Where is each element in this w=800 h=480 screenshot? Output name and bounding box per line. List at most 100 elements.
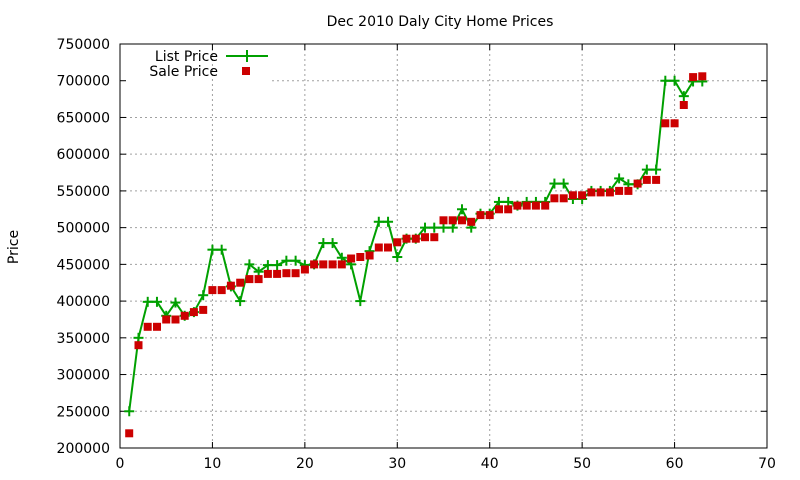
- sale-price-point: [365, 251, 374, 260]
- x-tick-label: 10: [204, 456, 222, 472]
- list-price-point: [641, 164, 652, 175]
- sale-price-point: [448, 216, 457, 225]
- legend-label-list-price: List Price: [155, 49, 218, 65]
- list-price-point: [493, 196, 504, 207]
- list-price-point: [207, 244, 218, 255]
- axis-ticks: 0 10 20 30 40 50 60 70 200000 250000 300000 350000 4…: [57, 37, 776, 472]
- sale-price-point: [522, 201, 531, 210]
- list-price-point: [216, 244, 227, 255]
- sale-price-point: [430, 233, 439, 242]
- sale-price-point: [199, 305, 208, 314]
- list-price-point: [447, 222, 458, 233]
- sale-price-point: [356, 253, 365, 261]
- y-tick-label: 700000: [57, 74, 110, 90]
- list-price-point: [549, 178, 560, 189]
- list-price-point: [383, 216, 394, 227]
- y-tick-label: 750000: [57, 37, 110, 53]
- sale-price-point: [679, 101, 688, 109]
- list-price-point: [244, 259, 255, 270]
- y-tick-label: 400000: [57, 294, 110, 310]
- list-price-point: [373, 216, 384, 227]
- sale-price-point: [143, 322, 152, 331]
- y-tick-label: 650000: [57, 110, 110, 126]
- list-price-point: [660, 75, 671, 86]
- sale-price-point: [670, 119, 679, 128]
- list-price-point: [392, 252, 403, 263]
- y-tick-label: 550000: [57, 184, 110, 200]
- series-layer: [124, 72, 708, 438]
- list-price-point: [429, 222, 440, 233]
- legend-label-sale-price: Sale Price: [149, 64, 218, 80]
- sale-price-point: [189, 308, 198, 317]
- list-price-point: [651, 164, 662, 175]
- sale-price-point: [642, 175, 651, 184]
- sale-price-point: [421, 233, 429, 242]
- list-price-point: [438, 222, 449, 233]
- x-tick-label: 40: [481, 456, 499, 472]
- y-axis-label: Price: [6, 230, 22, 264]
- sale-price-point: [328, 260, 337, 269]
- sale-price-point: [236, 278, 245, 287]
- list-price-point: [669, 75, 680, 86]
- x-tick-label: 70: [758, 456, 776, 472]
- sale-price-point: [374, 243, 383, 252]
- sale-price-point: [171, 315, 180, 324]
- list-price-point: [678, 91, 689, 102]
- legend: List Price Sale Price: [149, 49, 268, 80]
- x-tick-label: 60: [666, 456, 684, 472]
- list-price-point: [290, 255, 301, 266]
- sale-price-point: [384, 243, 392, 252]
- sale-price-point: [245, 275, 254, 284]
- sale-price-point: [217, 286, 226, 295]
- sale-price-point: [439, 216, 448, 225]
- sale-price-point: [291, 269, 300, 278]
- y-tick-label: 200000: [57, 441, 110, 457]
- sale-price-point: [652, 175, 661, 184]
- plot-frame: [119, 43, 768, 449]
- list-price-point: [235, 296, 246, 307]
- sale-price-point: [337, 260, 346, 269]
- list-price-point: [558, 178, 569, 189]
- sale-price-point: [559, 194, 568, 203]
- list-price-point: [327, 238, 338, 249]
- x-tick-label: 20: [296, 456, 314, 472]
- legend-marker-sale-price: [242, 67, 250, 75]
- sale-price-point: [162, 315, 171, 324]
- sale-price-point: [458, 216, 466, 225]
- sale-price-point: [411, 234, 420, 243]
- sale-price-point: [541, 201, 550, 210]
- list-price-point: [124, 406, 135, 417]
- list-price-point: [281, 255, 292, 266]
- list-price-point: [262, 260, 273, 271]
- sale-price-point: [310, 260, 319, 269]
- sale-price-point: [504, 205, 513, 214]
- y-tick-label: 350000: [57, 331, 110, 347]
- sale-price-point: [513, 201, 522, 210]
- y-tick-label: 600000: [57, 147, 110, 163]
- sale-price-point: [402, 234, 411, 243]
- sale-price-point: [596, 188, 605, 197]
- sale-price-point: [273, 269, 282, 278]
- sale-price-point: [254, 275, 263, 284]
- sale-price-point: [476, 211, 485, 220]
- sale-price-point: [134, 341, 143, 350]
- chart-title: Dec 2010 Daly City Home Prices: [327, 14, 554, 30]
- sale-price-point: [531, 201, 540, 210]
- sale-price-point: [587, 188, 596, 197]
- list-price-point: [142, 296, 153, 307]
- sale-price-point: [605, 188, 614, 197]
- list-price-point: [272, 260, 283, 271]
- list-price-point: [133, 332, 144, 343]
- sale-price-point: [226, 281, 235, 290]
- sale-price-point: [208, 286, 217, 295]
- list-price-point: [151, 296, 162, 307]
- list-price-point: [420, 222, 431, 233]
- list-price-point: [456, 204, 467, 215]
- list-price-point: [170, 297, 181, 308]
- sale-price-point: [300, 265, 309, 274]
- y-tick-label: 500000: [57, 221, 110, 237]
- sale-price-point: [467, 217, 476, 226]
- list-price-point: [318, 238, 329, 249]
- sale-price-point: [633, 179, 642, 188]
